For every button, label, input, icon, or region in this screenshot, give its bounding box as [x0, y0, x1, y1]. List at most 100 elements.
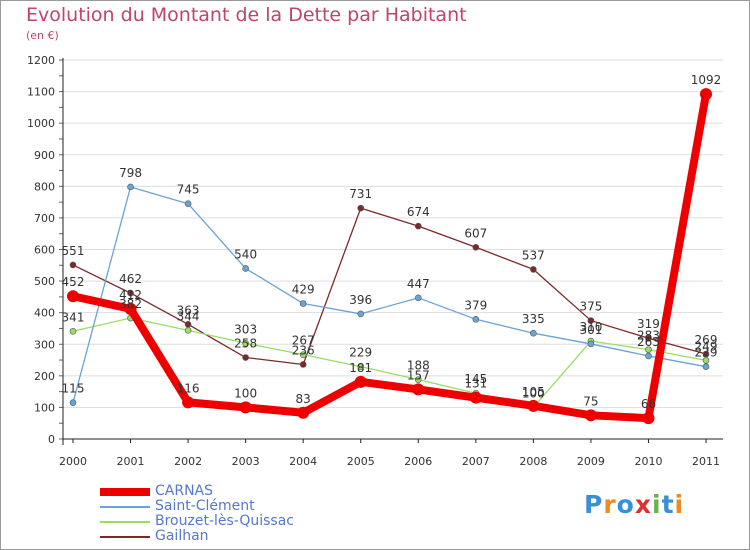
- legend-label: Saint-Clément: [155, 498, 255, 514]
- legend-label: Brouzet-lès-Quissac: [155, 513, 295, 529]
- x-tick-label: 2005: [347, 455, 375, 468]
- data-label: 344: [177, 309, 200, 323]
- legend-swatch: [100, 488, 150, 496]
- data-point: [127, 183, 134, 191]
- data-label: 607: [464, 226, 487, 240]
- y-tick-label: 400: [34, 307, 55, 320]
- data-label: 236: [292, 343, 315, 357]
- y-tick-label: 800: [34, 180, 55, 193]
- logo-letter: i: [674, 490, 685, 519]
- data-point: [702, 350, 710, 358]
- data-label: 335: [522, 312, 545, 326]
- data-label: 249: [695, 339, 718, 353]
- x-tick-label: 2006: [404, 455, 432, 468]
- data-point: [414, 222, 422, 230]
- series-line-carnas: [69, 90, 710, 423]
- legend-item: Brouzet-lès-Quissac: [100, 513, 360, 529]
- data-point: [182, 396, 195, 409]
- data-label: 745: [177, 183, 200, 197]
- y-tick-label: 100: [34, 401, 55, 414]
- y-tick-label: 200: [34, 370, 55, 383]
- data-point: [242, 354, 249, 361]
- data-point: [69, 328, 77, 335]
- legend-item: Gailhan: [100, 528, 360, 544]
- data-point: [472, 243, 480, 251]
- series-line-saint-cl-ment: [72, 186, 707, 404]
- data-point: [584, 409, 597, 422]
- data-point: [530, 329, 537, 337]
- data-point: [412, 383, 425, 396]
- series-line-brouzet-l-s-quissac: [72, 317, 707, 409]
- data-point: [184, 200, 192, 208]
- data-label: 100: [522, 386, 545, 400]
- series-line-gailhan: [72, 207, 707, 366]
- y-tick-label: 900: [34, 149, 55, 162]
- x-tick-label: 2000: [59, 455, 87, 468]
- proxiti-logo: Proxiti: [584, 490, 684, 519]
- data-label: 1092: [691, 73, 722, 87]
- data-label: 267: [292, 334, 315, 348]
- data-point: [700, 88, 712, 101]
- data-point: [242, 265, 249, 272]
- data-label: 283: [637, 329, 660, 343]
- data-point: [354, 375, 367, 388]
- data-point: [69, 399, 77, 406]
- data-label: 382: [119, 297, 142, 311]
- x-tick-label: 2008: [519, 455, 547, 468]
- y-tick-label: 1000: [27, 117, 55, 130]
- logo-letter: i: [652, 490, 662, 519]
- x-tick-label: 2007: [462, 455, 490, 468]
- data-label: 731: [349, 187, 372, 201]
- data-label: 188: [407, 359, 430, 373]
- y-tick-label: 0: [48, 433, 55, 446]
- data-label: 447: [407, 277, 430, 291]
- data-point: [587, 317, 595, 324]
- data-label: 798: [119, 166, 142, 180]
- data-point: [357, 363, 365, 370]
- data-point: [527, 399, 540, 412]
- y-tick-label: 300: [34, 338, 55, 351]
- data-point: [242, 340, 249, 347]
- data-point: [299, 361, 307, 368]
- data-label: 429: [292, 283, 315, 297]
- data-label: 551: [62, 244, 85, 258]
- data-point: [124, 302, 137, 315]
- data-point: [645, 346, 652, 353]
- data-label: 537: [522, 248, 545, 262]
- unit-label: (en €): [26, 29, 59, 42]
- data-label: 269: [695, 333, 718, 347]
- data-point: [472, 315, 480, 323]
- data-label: 258: [234, 337, 257, 351]
- data-point: [357, 310, 365, 318]
- data-point: [702, 357, 710, 364]
- chart-title: Evolution du Montant de la Dette par Hab…: [26, 4, 467, 26]
- legend-label: CARNAS: [155, 483, 214, 499]
- data-point: [414, 376, 422, 383]
- data-point: [127, 289, 134, 297]
- data-point: [587, 340, 595, 348]
- data-label: 303: [234, 322, 257, 336]
- data-label: 396: [349, 293, 372, 307]
- y-tick-label: 500: [34, 275, 55, 288]
- y-tick-label: 700: [34, 212, 55, 225]
- logo-letter: o: [616, 490, 635, 519]
- data-label: 375: [579, 300, 602, 314]
- logo-letter: t: [661, 490, 675, 519]
- data-point: [67, 290, 79, 303]
- data-point: [645, 334, 652, 342]
- data-label: 181: [349, 361, 372, 375]
- data-label: 263: [637, 335, 660, 349]
- x-tick-label: 2009: [577, 455, 605, 468]
- legend-swatch: [100, 506, 150, 508]
- legend-swatch: [100, 536, 150, 538]
- logo-letter: x: [634, 490, 652, 519]
- data-point: [469, 391, 482, 404]
- x-tick-label: 2004: [289, 455, 317, 468]
- data-label: 115: [62, 382, 85, 396]
- data-label: 674: [407, 205, 430, 219]
- legend-label: Gailhan: [155, 528, 209, 544]
- data-label: 379: [464, 298, 487, 312]
- logo-letter: P: [584, 490, 604, 519]
- data-point: [642, 412, 655, 425]
